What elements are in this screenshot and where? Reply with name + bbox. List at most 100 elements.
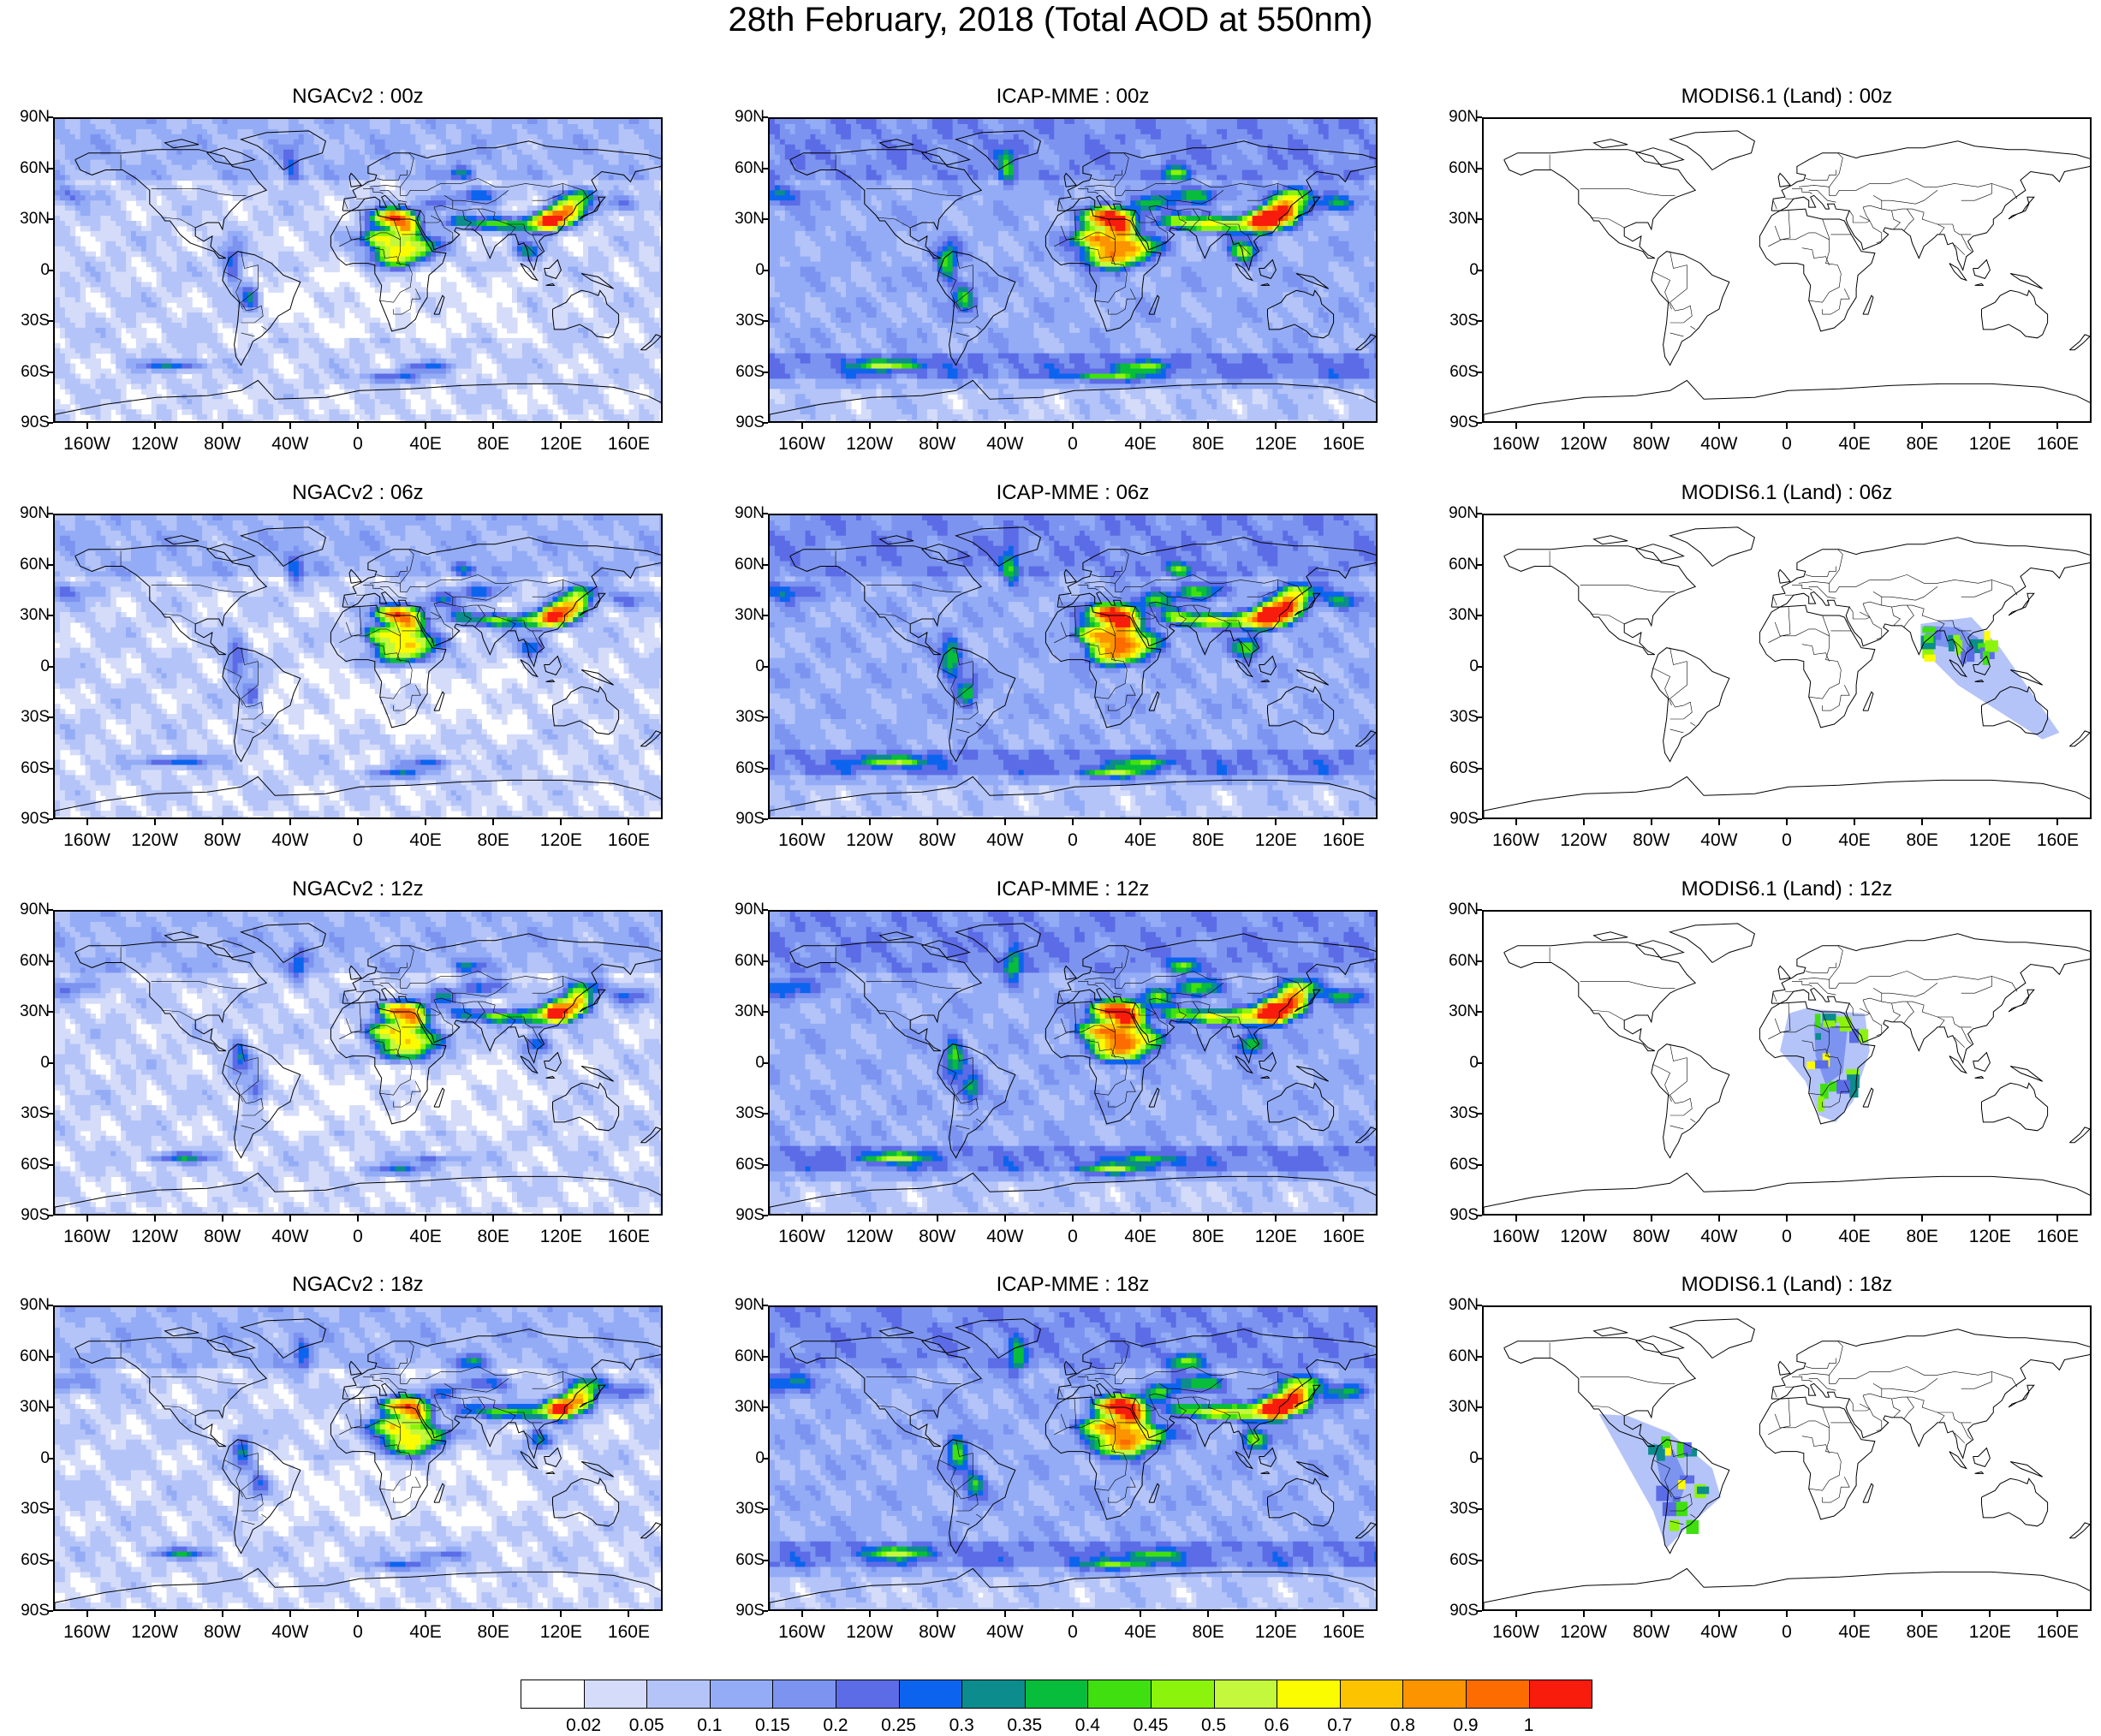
lon-tick-label: 120W <box>121 831 189 850</box>
lon-tick-label: 160E <box>594 1623 663 1642</box>
lon-tick-label: 160E <box>2023 435 2092 454</box>
country-border <box>1839 288 1849 309</box>
country-border <box>1823 309 1840 314</box>
lon-tick-label: 40E <box>1820 1623 1889 1642</box>
lat-tick-label: 0 <box>0 262 50 279</box>
lat-tick-label: 30S <box>713 312 765 330</box>
coastline <box>1636 544 1683 562</box>
lon-tick-label: 120E <box>1955 1623 2024 1642</box>
lat-tick-label: 0 <box>0 1450 50 1467</box>
lon-tick <box>1651 1216 1652 1222</box>
map-plot <box>1482 910 2092 1216</box>
lon-tick-label: 160W <box>1482 1623 1550 1642</box>
lat-tick-label: 60S <box>713 1552 765 1569</box>
lat-tick <box>48 1164 53 1166</box>
map-canvas <box>1484 119 2092 423</box>
country-border <box>1802 248 1830 265</box>
colorbar-label: 0.2 <box>806 1715 866 1736</box>
lon-tick-label: 120W <box>836 435 904 454</box>
lat-tick <box>48 909 53 911</box>
lon-tick <box>154 819 156 825</box>
lat-tick <box>763 716 768 718</box>
coastline <box>1504 546 1696 655</box>
coastline <box>1636 941 1683 958</box>
lat-tick <box>48 615 53 616</box>
lat-tick-label: 0 <box>713 262 765 279</box>
country-border <box>1882 586 1937 600</box>
lat-tick-label: 90N <box>713 109 765 126</box>
lon-tick <box>1651 819 1652 825</box>
colorbar-label: 0.9 <box>1436 1715 1496 1736</box>
map-plot <box>53 1305 663 1611</box>
country-border <box>1802 1436 1830 1454</box>
panel-title: NGACv2 : 18z <box>53 1272 663 1298</box>
lon-tick-label: 80W <box>1617 831 1686 850</box>
coastline <box>1652 1044 1729 1158</box>
lat-tick-label: 0 <box>1427 1055 1479 1072</box>
country-border <box>1904 1397 1914 1419</box>
country-border <box>1580 188 1675 195</box>
country-border <box>394 1497 411 1502</box>
coastline <box>1594 1328 1628 1336</box>
lat-tick-label: 90N <box>713 901 765 919</box>
country-border <box>1961 580 1992 597</box>
lon-tick <box>1207 819 1209 825</box>
lon-tick-label: 0 <box>1039 831 1107 850</box>
lat-tick-label: 30N <box>1427 1003 1479 1020</box>
lon-tick <box>2056 423 2058 429</box>
country-border <box>1591 1406 1625 1416</box>
colorbar-swatch <box>1214 1680 1278 1709</box>
lon-tick <box>154 1611 156 1617</box>
lon-tick-label: 40E <box>391 1623 460 1642</box>
lon-tick-label: 80W <box>188 1623 257 1642</box>
lat-tick-label: 90S <box>0 1602 50 1620</box>
lat-tick <box>48 768 53 770</box>
lon-tick-label: 80W <box>903 1228 972 1246</box>
lat-tick <box>763 320 768 322</box>
lat-tick-label: 0 <box>0 658 50 675</box>
lat-tick-label: 0 <box>1427 1450 1479 1467</box>
lat-tick <box>763 1305 768 1306</box>
lat-tick <box>48 818 53 820</box>
lat-tick <box>1477 716 1482 718</box>
country-border <box>1775 226 1829 240</box>
lat-tick-label: 90N <box>1427 1297 1479 1314</box>
lon-tick <box>357 423 359 429</box>
coastline <box>1759 209 1875 331</box>
lon-tick <box>1275 1216 1277 1222</box>
lon-tick <box>289 1216 291 1222</box>
lat-tick-label: 60S <box>1427 1156 1479 1174</box>
coastline <box>2009 593 2034 615</box>
lon-tick <box>1921 1611 1923 1617</box>
colorbar-swatch <box>1151 1680 1215 1709</box>
country-border <box>1653 669 1672 706</box>
lon-tick <box>289 1611 291 1617</box>
lon-tick <box>937 1611 938 1617</box>
lat-tick-label: 60N <box>1427 953 1479 970</box>
lon-tick <box>2056 1216 2058 1222</box>
country-border <box>1802 645 1830 662</box>
lon-tick-label: 80E <box>1174 1228 1242 1246</box>
lat-tick-label: 30S <box>1427 1105 1479 1122</box>
lat-tick-label: 30N <box>0 1399 50 1416</box>
lon-tick <box>86 1216 88 1222</box>
lon-tick-label: 120E <box>1955 1228 2024 1246</box>
coastline <box>1594 536 1628 544</box>
lon-tick-label: 120E <box>527 831 595 850</box>
lon-tick-label: 0 <box>324 435 392 454</box>
panel-title: ICAP-MME : 18z <box>768 1272 1378 1298</box>
map-canvas <box>1484 1307 2092 1611</box>
lon-tick-label: 40W <box>971 1228 1039 1246</box>
colorbar-label: 0.05 <box>616 1715 676 1736</box>
country-border <box>1806 963 1836 973</box>
lon-tick <box>222 423 223 429</box>
country-border <box>1799 1366 2017 1387</box>
lon-tick-label: 40W <box>971 435 1039 454</box>
lon-tick-label: 40W <box>256 435 324 454</box>
lon-tick <box>1207 1216 1209 1222</box>
country-border <box>1806 567 1836 577</box>
coastline <box>1863 1088 1873 1107</box>
coastline <box>1759 605 1875 728</box>
lat-tick-label: 60N <box>0 1348 50 1365</box>
